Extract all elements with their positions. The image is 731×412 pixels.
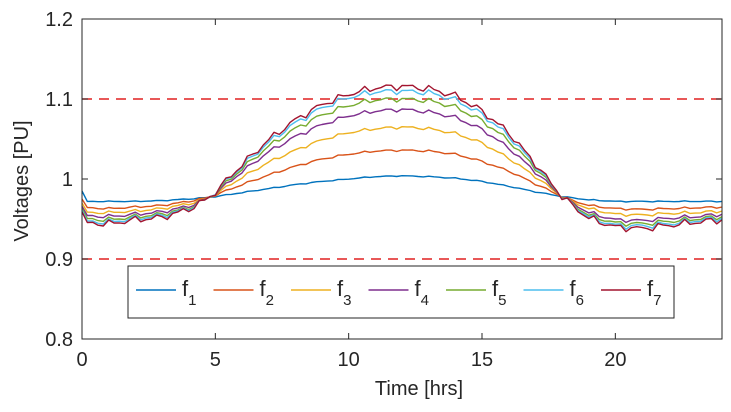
series-line-f1 xyxy=(81,174,723,203)
legend-subscript: 7 xyxy=(653,292,661,309)
series-line-f5 xyxy=(81,97,723,227)
legend-box xyxy=(127,265,675,319)
y-tick-label: 0.9 xyxy=(45,249,73,271)
y-tick-label: 0.8 xyxy=(45,329,73,351)
legend-subscript: 6 xyxy=(576,292,584,309)
series-line-f4 xyxy=(81,108,723,224)
series-line-f2 xyxy=(81,149,723,211)
x-tick-label: 0 xyxy=(76,349,87,371)
axes: 0 5 10 15 200.80.911.11.2 xyxy=(45,9,723,371)
x-axis-label: Time [hrs] xyxy=(375,378,463,400)
series-line-f6 xyxy=(81,88,723,230)
legend-subscript: 5 xyxy=(498,292,506,309)
y-tick-label: 1.2 xyxy=(45,9,73,31)
series-line-f3 xyxy=(81,125,723,218)
x-tick-label: 5 xyxy=(210,349,221,371)
legend-subscript: 1 xyxy=(188,292,196,309)
y-axis-label: Voltages [PU] xyxy=(11,120,33,241)
legend-subscript: 4 xyxy=(421,292,429,309)
x-tick-label: 10 xyxy=(338,349,360,371)
y-tick-label: 1 xyxy=(62,169,73,191)
legend: f1 f2 f3 f4 f5 f6 f7 xyxy=(127,265,675,319)
x-tick-label: 20 xyxy=(604,349,626,371)
legend-subscript: 2 xyxy=(266,292,274,309)
y-tick-label: 1.1 xyxy=(45,89,73,111)
legend-subscript: 3 xyxy=(343,292,351,309)
series-line-f7 xyxy=(81,84,723,233)
x-tick-label: 15 xyxy=(471,349,493,371)
